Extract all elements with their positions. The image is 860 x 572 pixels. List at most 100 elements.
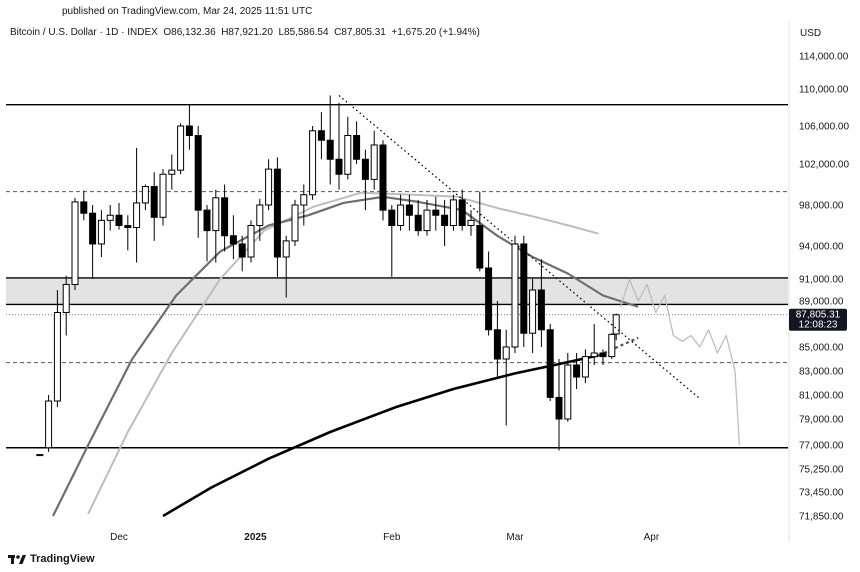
symbol-info: Bitcoin / U.S. Dollar · 1D · INDEX O86,1…: [10, 27, 480, 38]
price-tag: 87,805.31 12:08:23: [789, 308, 847, 331]
ohlc-low: L85,586.54: [278, 27, 329, 38]
candle-body: [423, 209, 431, 232]
candle-body: [89, 212, 97, 245]
candle-body: [159, 173, 167, 218]
x-tick-label: Dec: [110, 532, 128, 543]
brand-name: TradingView: [30, 553, 95, 565]
candle-body: [502, 346, 510, 360]
x-tick-label: Mar: [506, 532, 524, 543]
candle-body: [238, 243, 246, 258]
candle-body: [168, 169, 176, 175]
candle-body: [291, 204, 299, 242]
candle-body: [458, 199, 466, 226]
candle-body: [573, 364, 581, 378]
candle-body: [361, 158, 369, 180]
series-line-3: [162, 354, 599, 518]
candle-body: [212, 197, 220, 232]
candle-body: [124, 225, 132, 229]
y-tick-label: 89,000.00: [799, 297, 844, 308]
y-tick-label: 77,000.00: [799, 441, 844, 452]
candle-body: [449, 199, 457, 226]
candle-body: [388, 209, 396, 226]
y-tick-label: 85,000.00: [799, 343, 844, 354]
x-tick-label: Apr: [644, 532, 660, 543]
candle-body: [476, 225, 484, 269]
x-tick-label: 2025: [244, 532, 267, 543]
symbol-name: Bitcoin / U.S. Dollar · 1D · INDEX: [10, 27, 158, 38]
candle-body: [326, 139, 334, 160]
price-tag-countdown: 12:08:23: [799, 320, 838, 331]
candle-body: [80, 201, 88, 214]
candle-body: [520, 243, 528, 334]
series-line-4: [598, 336, 639, 357]
published-note: published on TradingView.com, Mar 24, 20…: [62, 6, 313, 17]
candle-body: [62, 284, 70, 313]
ohlc-close: C87,805.31: [334, 27, 386, 38]
x-tick-label: Feb: [383, 532, 401, 543]
candle-body: [53, 312, 61, 402]
candle-body: [608, 333, 616, 358]
candle-body: [599, 352, 607, 358]
candle-body: [353, 135, 361, 160]
y-tick-label: 71,850.00: [799, 512, 844, 523]
candle-body: [106, 214, 114, 221]
ohlc-open: O86,132.36: [163, 27, 216, 38]
candle-body: [379, 144, 387, 211]
y-tick-label: 102,000.00: [799, 160, 849, 171]
candle-body: [150, 186, 158, 218]
support-zone: [6, 277, 788, 305]
candle-body: [414, 214, 422, 232]
candle-body: [493, 329, 501, 360]
candle-body: [185, 125, 193, 136]
candle-body: [203, 209, 211, 232]
price-tag-value: 87,805.31: [796, 310, 841, 321]
y-tick-label: 83,000.00: [799, 367, 844, 378]
candle-body: [265, 168, 273, 206]
candle-body: [221, 197, 229, 237]
candle-body: [546, 329, 554, 398]
y-tick-label: 106,000.00: [799, 122, 849, 133]
candle-body: [397, 204, 405, 226]
candle-body: [537, 289, 545, 331]
candle-body: [256, 204, 264, 226]
candle-body: [177, 125, 185, 171]
candle-body: [133, 202, 141, 229]
y-tick-label: 75,250.00: [799, 465, 844, 476]
series-line-5: [619, 278, 741, 446]
series-line-2: [52, 195, 639, 517]
y-tick-label: 91,000.00: [799, 275, 844, 286]
candle-body: [71, 201, 79, 285]
candle-body: [344, 135, 352, 175]
candle-body: [247, 225, 255, 258]
candle-body: [485, 267, 493, 331]
candle-body: [529, 289, 537, 334]
candle-body: [300, 194, 308, 206]
candle-body: [335, 158, 343, 175]
y-tick-label: 114,000.00: [799, 52, 849, 63]
candle-body: [581, 356, 589, 378]
y-tick-label: 73,450.00: [799, 488, 844, 499]
candle-body: [309, 130, 317, 196]
y-tick-label: 81,000.00: [799, 391, 844, 402]
y-tick-label: 98,000.00: [799, 201, 844, 212]
candle-body: [229, 235, 237, 245]
ohlc-change: +1,675.20 (+1.94%): [391, 27, 480, 38]
candle-body: [273, 168, 281, 258]
candle-body: [467, 219, 475, 226]
candle-body: [194, 135, 202, 211]
candle-body: [405, 204, 413, 216]
candle-body: [564, 364, 572, 420]
candle-body: [282, 240, 290, 258]
candle-body: [511, 243, 519, 348]
candle-body: [370, 144, 378, 180]
tradingview-logo: TradingView: [8, 553, 95, 565]
candle-body: [441, 214, 449, 226]
y-tick-label: 110,000.00: [799, 85, 849, 96]
candle-body: [45, 400, 53, 449]
ohlc-high: H87,921.20: [221, 27, 273, 38]
candle-body: [317, 130, 325, 141]
candle-body: [432, 209, 440, 216]
candle-body: [555, 396, 563, 420]
candle-body: [36, 454, 44, 457]
